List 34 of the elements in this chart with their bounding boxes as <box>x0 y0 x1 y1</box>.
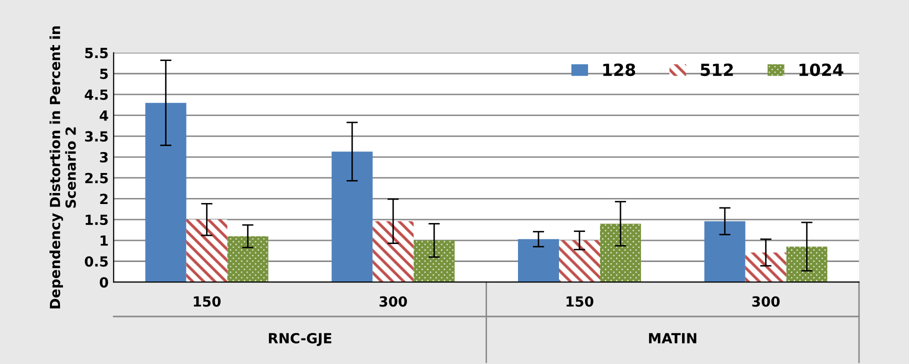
bar <box>786 246 828 282</box>
legend-label: 1024 <box>800 63 844 76</box>
bar <box>558 240 600 282</box>
y-tick-label: 2 <box>100 194 108 204</box>
x-tick-label: 150 <box>566 296 594 307</box>
bar <box>186 220 228 282</box>
bar <box>332 152 373 282</box>
y-tick-label: 1 <box>100 236 108 246</box>
legend-label: 128 <box>603 63 636 76</box>
y-tick-label: 4 <box>100 110 108 121</box>
text: RNC-GJE <box>268 332 332 346</box>
y-tick-label: 0.5 <box>84 256 108 267</box>
y-tick-label: 5 <box>100 68 108 80</box>
x-tick-label: 300 <box>380 296 407 307</box>
y-tick-label: 2.5 <box>85 172 108 184</box>
text: MATIN <box>649 333 696 344</box>
legend-label: 512 <box>700 63 733 76</box>
bar <box>227 236 268 282</box>
x-tick-label: 150 <box>194 296 221 307</box>
y-tick-label: 0 <box>100 277 108 288</box>
y-tick-label: 1.5 <box>86 214 108 226</box>
bar <box>704 221 746 282</box>
bar <box>600 224 641 282</box>
y-axis-title: Dependency Distortion in Percent in Scenario 2 <box>50 26 76 308</box>
y-tick-label: 5.5 <box>85 48 108 58</box>
bar <box>414 240 455 282</box>
y-tick-label: 3.5 <box>85 131 108 142</box>
bar <box>745 252 786 282</box>
y-tick-label: 4.5 <box>84 90 108 100</box>
bar <box>518 239 559 282</box>
bar <box>145 102 186 282</box>
x-tick-label: 300 <box>752 296 780 307</box>
y-tick-label: 3 <box>100 152 108 162</box>
bar <box>372 221 414 282</box>
